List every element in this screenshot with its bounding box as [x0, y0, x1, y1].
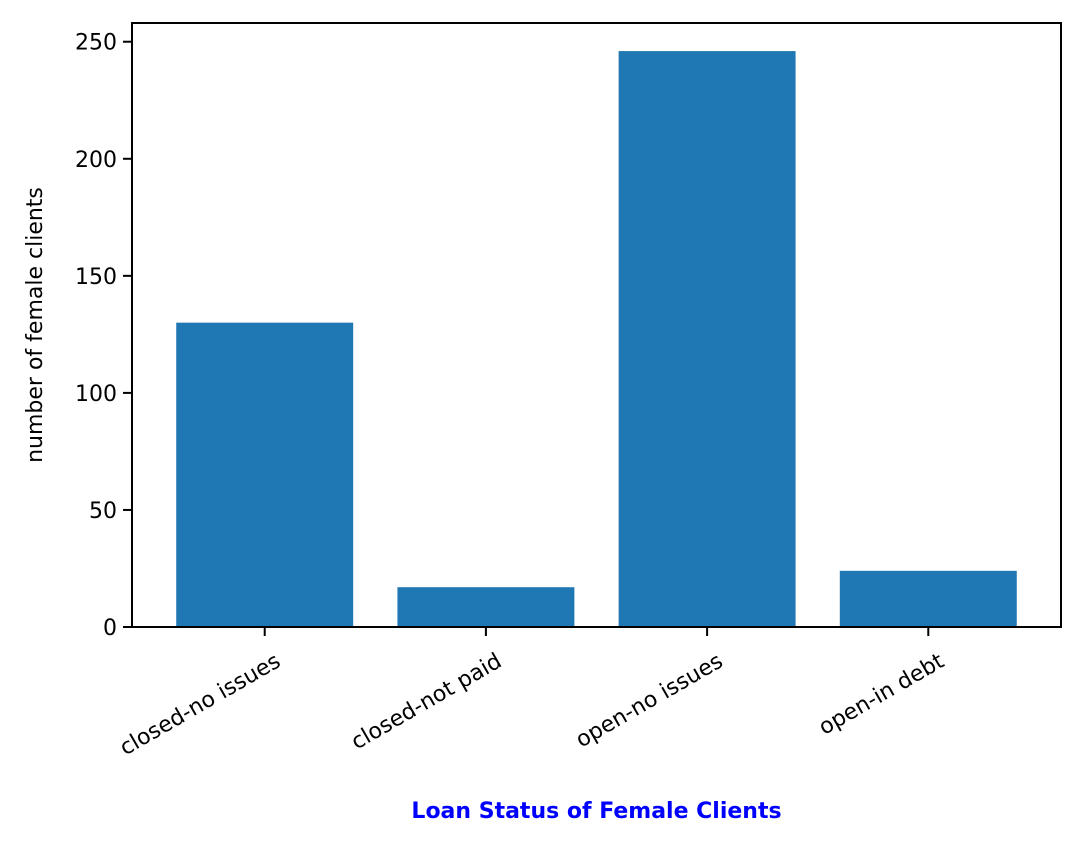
bar-open-in-debt [839, 570, 1017, 627]
y-tick-label: 250 [75, 31, 117, 56]
y-tick-label: 100 [75, 382, 117, 407]
x-axis: closed-no issues closed-not paid open-no i… [116, 627, 949, 761]
y-axis: 0 50 100 150 200 250 [75, 31, 132, 641]
bar-closed-not-paid [397, 587, 575, 627]
x-axis-label: Loan Status of Female Clients [411, 799, 781, 824]
plot-frame [131, 22, 1062, 628]
x-tick-label: open-in debt [815, 649, 949, 741]
x-tick-label: closed-no issues [116, 649, 285, 761]
y-tick-label: 50 [89, 499, 117, 524]
bar-closed-no-issues [176, 322, 354, 627]
bars-group [176, 51, 1017, 628]
x-tick-label: closed-not paid [347, 649, 506, 755]
y-tick-label: 200 [75, 148, 117, 173]
y-axis-label: number of female clients [23, 187, 48, 463]
y-tick-label: 0 [103, 616, 117, 641]
x-tick-label: open-no issues [572, 649, 728, 753]
bar-open-no-issues [618, 51, 796, 628]
y-tick-label: 150 [75, 265, 117, 290]
